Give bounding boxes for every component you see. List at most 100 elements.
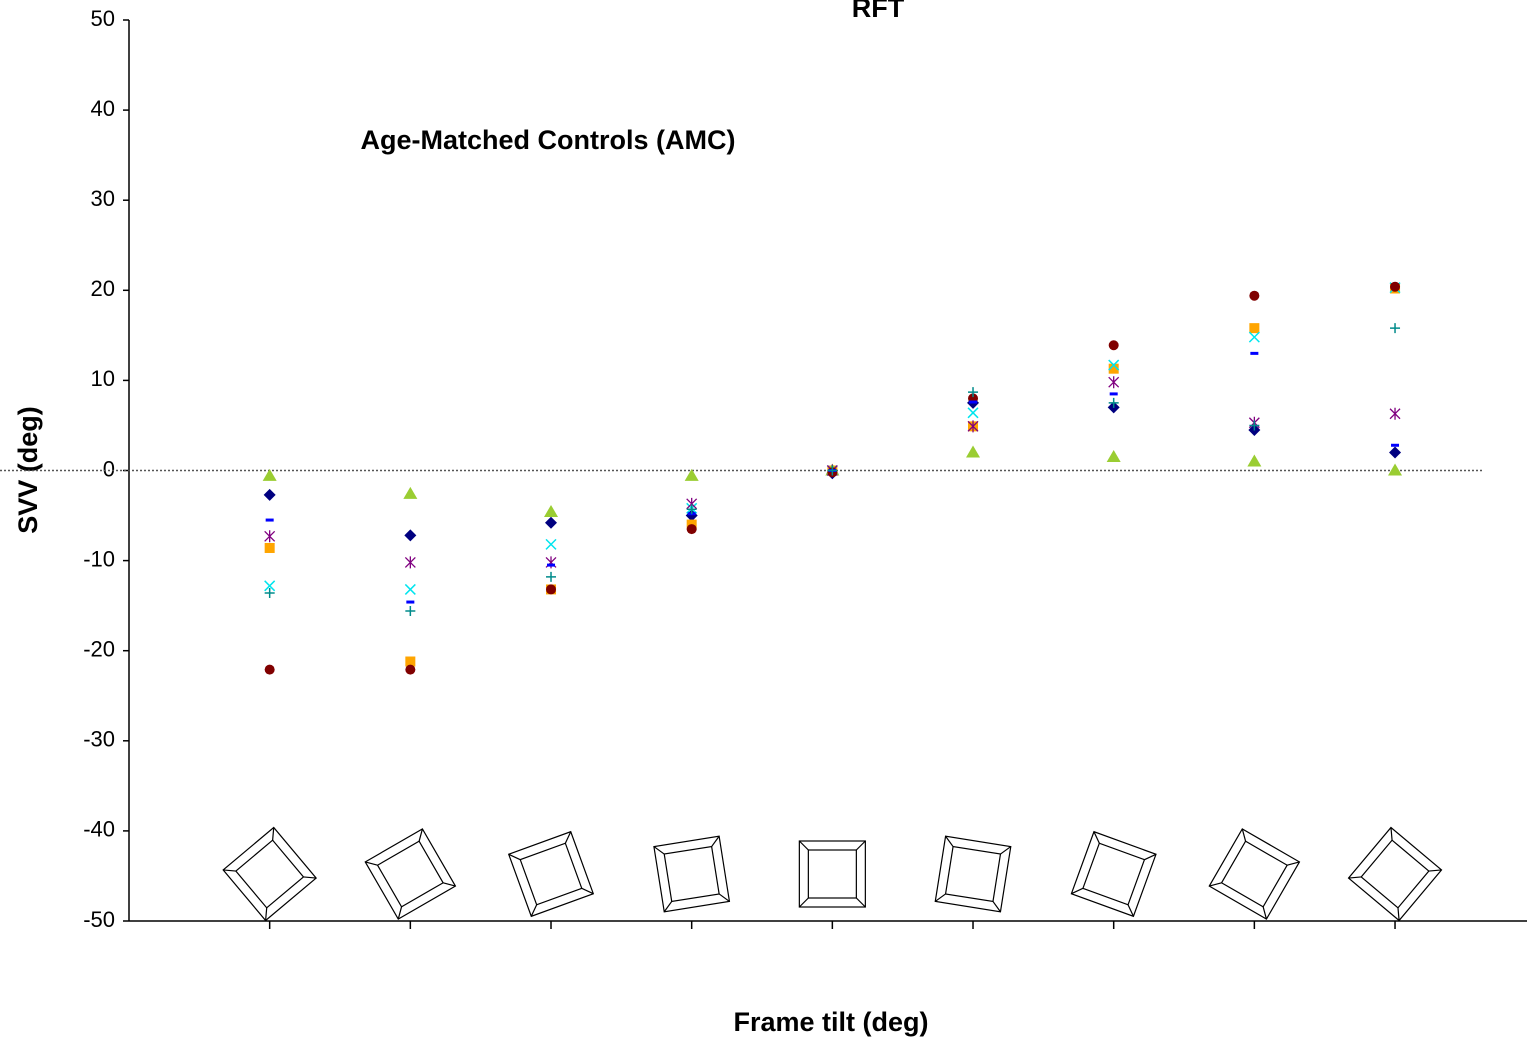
data-point <box>1108 340 1119 351</box>
data-point <box>1249 290 1260 301</box>
frame-inner <box>235 839 305 909</box>
frame-edge <box>718 893 730 902</box>
frame-edge <box>1428 869 1442 872</box>
frame-edge <box>1241 828 1247 842</box>
frame-edge <box>272 827 275 841</box>
data-point <box>404 583 416 595</box>
y-tick-label: 10 <box>91 366 115 391</box>
frame-outer <box>798 840 866 908</box>
data-point <box>264 542 275 553</box>
frame-icon <box>653 835 731 913</box>
frame-edge <box>303 876 317 879</box>
frame-edge <box>653 846 665 855</box>
data-point <box>1250 351 1259 355</box>
frame-edge <box>945 835 954 847</box>
data-point <box>1389 446 1402 459</box>
frame-inner <box>1360 839 1430 909</box>
data-point <box>545 516 558 529</box>
data-point <box>264 530 276 543</box>
frame-edge <box>798 897 809 908</box>
data-point <box>1249 323 1260 334</box>
frame-icon <box>222 826 318 922</box>
data-point <box>546 584 557 595</box>
data-point <box>404 529 417 542</box>
frame-inner <box>944 845 1002 903</box>
data-point <box>827 465 838 476</box>
data-point <box>967 420 979 433</box>
y-tick-label: -30 <box>83 727 115 752</box>
frame-inner <box>519 842 583 906</box>
data-point <box>1388 463 1403 476</box>
y-tick-label: 40 <box>91 96 115 121</box>
data-point <box>966 445 981 458</box>
frame-outer <box>934 835 1012 913</box>
frame-edge <box>1093 831 1100 844</box>
frame-edge <box>1286 861 1300 866</box>
data-point <box>969 400 978 404</box>
data-point <box>405 606 416 617</box>
annotation: Age-Matched Controls (AMC) <box>361 125 736 155</box>
frame-icon <box>1208 828 1301 920</box>
y-tick-label: -50 <box>83 907 115 932</box>
y-tick-label: 0 <box>103 456 115 481</box>
frame-edge <box>992 901 1001 913</box>
data-point <box>546 571 557 582</box>
frame-edge <box>1390 827 1393 841</box>
frame-edge <box>365 861 378 866</box>
frame-outer <box>507 830 595 918</box>
frame-edge <box>581 887 594 895</box>
frame-edge <box>397 906 403 920</box>
y-tick-label: 30 <box>91 186 115 211</box>
data-point <box>967 407 979 419</box>
frame-outer <box>222 826 318 922</box>
frame-edge <box>798 840 809 851</box>
y-tick-label: -20 <box>83 637 115 662</box>
frame-icon <box>507 830 595 918</box>
frame-edge <box>1144 853 1157 861</box>
data-point <box>262 468 277 481</box>
data-point <box>1109 392 1118 396</box>
y-tick-label: -40 <box>83 817 115 842</box>
data-point <box>406 600 415 604</box>
frame-outer <box>1070 830 1157 918</box>
frame-edge <box>855 840 866 851</box>
frame-edge <box>418 828 423 842</box>
frame-edge <box>1000 846 1012 855</box>
data-point <box>684 468 699 481</box>
data-point <box>686 504 697 515</box>
frame-icon <box>364 828 457 920</box>
y-tick-label: -10 <box>83 546 115 571</box>
frame-edge <box>1348 876 1362 879</box>
frame-edge <box>442 882 456 887</box>
data-point <box>264 580 276 592</box>
frame-edge <box>1397 907 1400 921</box>
frame-icon <box>1347 826 1443 922</box>
data-point <box>404 556 416 569</box>
frame-icon <box>934 835 1012 913</box>
data-point <box>1389 407 1401 420</box>
frame-edge <box>1262 906 1268 920</box>
frame-edge <box>508 853 521 861</box>
data-point <box>1249 420 1260 431</box>
frame-edge <box>1209 882 1222 887</box>
data-point <box>1106 449 1121 462</box>
frame-icon <box>1070 830 1157 918</box>
frame-edge <box>223 869 236 872</box>
data-point <box>1390 281 1401 292</box>
x-axis-label: Frame tilt (deg) <box>733 1007 928 1037</box>
data-point <box>686 524 697 535</box>
frame-edge <box>265 907 268 921</box>
data-point <box>264 588 275 599</box>
frame-edge <box>934 893 946 902</box>
data-point <box>1390 323 1401 334</box>
frame-outer <box>364 828 457 920</box>
data-point <box>1108 359 1120 371</box>
frame-inner <box>807 849 857 899</box>
data-point <box>1108 397 1119 408</box>
data-point <box>1247 454 1262 467</box>
data-point <box>547 563 556 567</box>
y-tick-label: 50 <box>91 6 115 31</box>
data-point <box>1391 443 1400 447</box>
data-point <box>1108 363 1119 374</box>
